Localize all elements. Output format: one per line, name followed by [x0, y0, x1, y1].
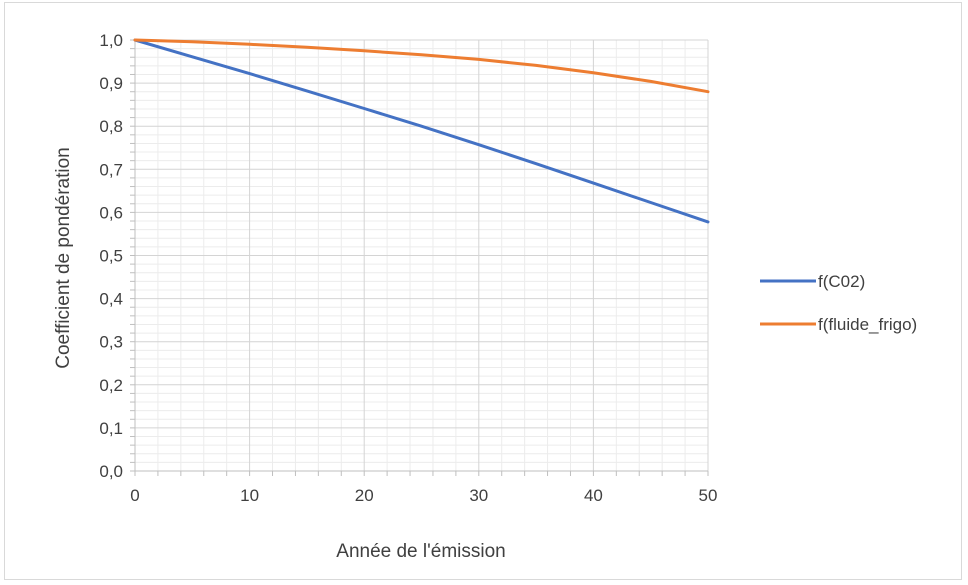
- y-tick-labels: 0,0 0,1 0,2 0,3 0,4 0,5 0,6 0,7 0,8 0,9 1,0: [99, 31, 123, 481]
- y-tick-label: 0,5: [99, 247, 123, 266]
- y-tick-label: 0,0: [99, 462, 123, 481]
- legend-label-1: f(C02): [818, 272, 865, 291]
- y-tick-label: 0,6: [99, 203, 123, 222]
- x-tick-label: 50: [699, 486, 718, 505]
- chart-area: [4, 2, 962, 580]
- x-tick-label: 10: [240, 486, 259, 505]
- legend-label-2: f(fluide_frigo): [818, 315, 917, 334]
- legend: f(C02) f(fluide_frigo): [760, 272, 917, 334]
- series-layer: [133, 38, 710, 224]
- y-tick-label: 0,7: [99, 160, 123, 179]
- x-tick-label: 30: [469, 486, 488, 505]
- series-line-1: [133, 38, 710, 224]
- y-tick-label: 1,0: [99, 31, 123, 50]
- y-axis-title: Coefficient de pondération: [53, 147, 74, 368]
- series-line-2: [133, 38, 710, 94]
- y-tick-label: 0,2: [99, 376, 123, 395]
- y-tick-label: 0,4: [99, 290, 123, 309]
- x-tick-label: 0: [130, 486, 139, 505]
- y-tick-label: 0,9: [99, 74, 123, 93]
- x-tick-label: 40: [584, 486, 603, 505]
- x-tick-label: 20: [355, 486, 374, 505]
- y-tick-label: 0,3: [99, 333, 123, 352]
- y-tick-label: 0,1: [99, 419, 123, 438]
- axes: [130, 39, 709, 476]
- y-tick-label: 0,8: [99, 117, 123, 136]
- major-gridlines: [134, 39, 709, 472]
- x-tick-labels: 0 10 20 30 40 50: [130, 486, 717, 505]
- x-axis-title: Année de l'émission: [336, 541, 505, 562]
